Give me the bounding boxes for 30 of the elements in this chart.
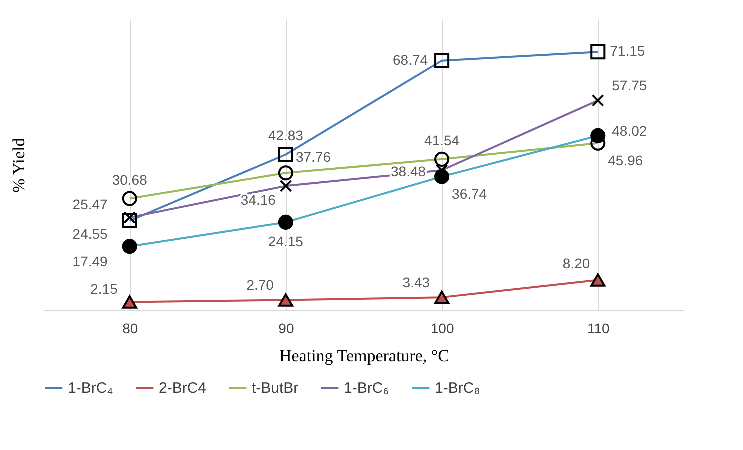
- data-label: 34.16: [240, 192, 276, 208]
- x-tick-label: 80: [122, 320, 138, 336]
- data-label: 71.15: [610, 43, 646, 60]
- data-label: 42.83: [268, 128, 304, 144]
- data-label: 2.70: [246, 277, 274, 294]
- data-label: 3.43: [402, 274, 430, 291]
- legend-label: t-ButBr: [252, 380, 299, 397]
- data-label: 57.75: [612, 78, 648, 94]
- legend-label: 1-BrC₈: [435, 380, 480, 397]
- data-label: 8.20: [562, 255, 590, 272]
- legend-label: 1-BrC₄: [68, 380, 114, 397]
- x-axis-title: Heating Temperature, °C: [279, 346, 450, 366]
- data-label: 68.74: [393, 52, 428, 68]
- x-tick-label: 90: [278, 320, 294, 336]
- data-label: 41.54: [424, 132, 460, 148]
- data-label: 24.55: [72, 226, 108, 242]
- legend-label: 2-BrC4: [159, 380, 207, 397]
- data-label: 48.02: [612, 122, 648, 139]
- data-label: 30.68: [112, 172, 148, 188]
- data-label: 2.15: [90, 281, 118, 298]
- legend-label: 1-BrC₆: [344, 380, 390, 397]
- data-label: 25.47: [72, 196, 108, 213]
- x-tick-label: 110: [587, 320, 610, 336]
- data-label: 17.49: [72, 254, 108, 270]
- data-label: 24.15: [268, 233, 304, 250]
- data-label: 36.74: [452, 186, 488, 202]
- data-label: 37.76: [296, 149, 332, 166]
- y-axis-title: % Yield: [10, 138, 28, 193]
- data-label: 45.96: [608, 152, 644, 168]
- x-tick-label: 100: [430, 320, 454, 336]
